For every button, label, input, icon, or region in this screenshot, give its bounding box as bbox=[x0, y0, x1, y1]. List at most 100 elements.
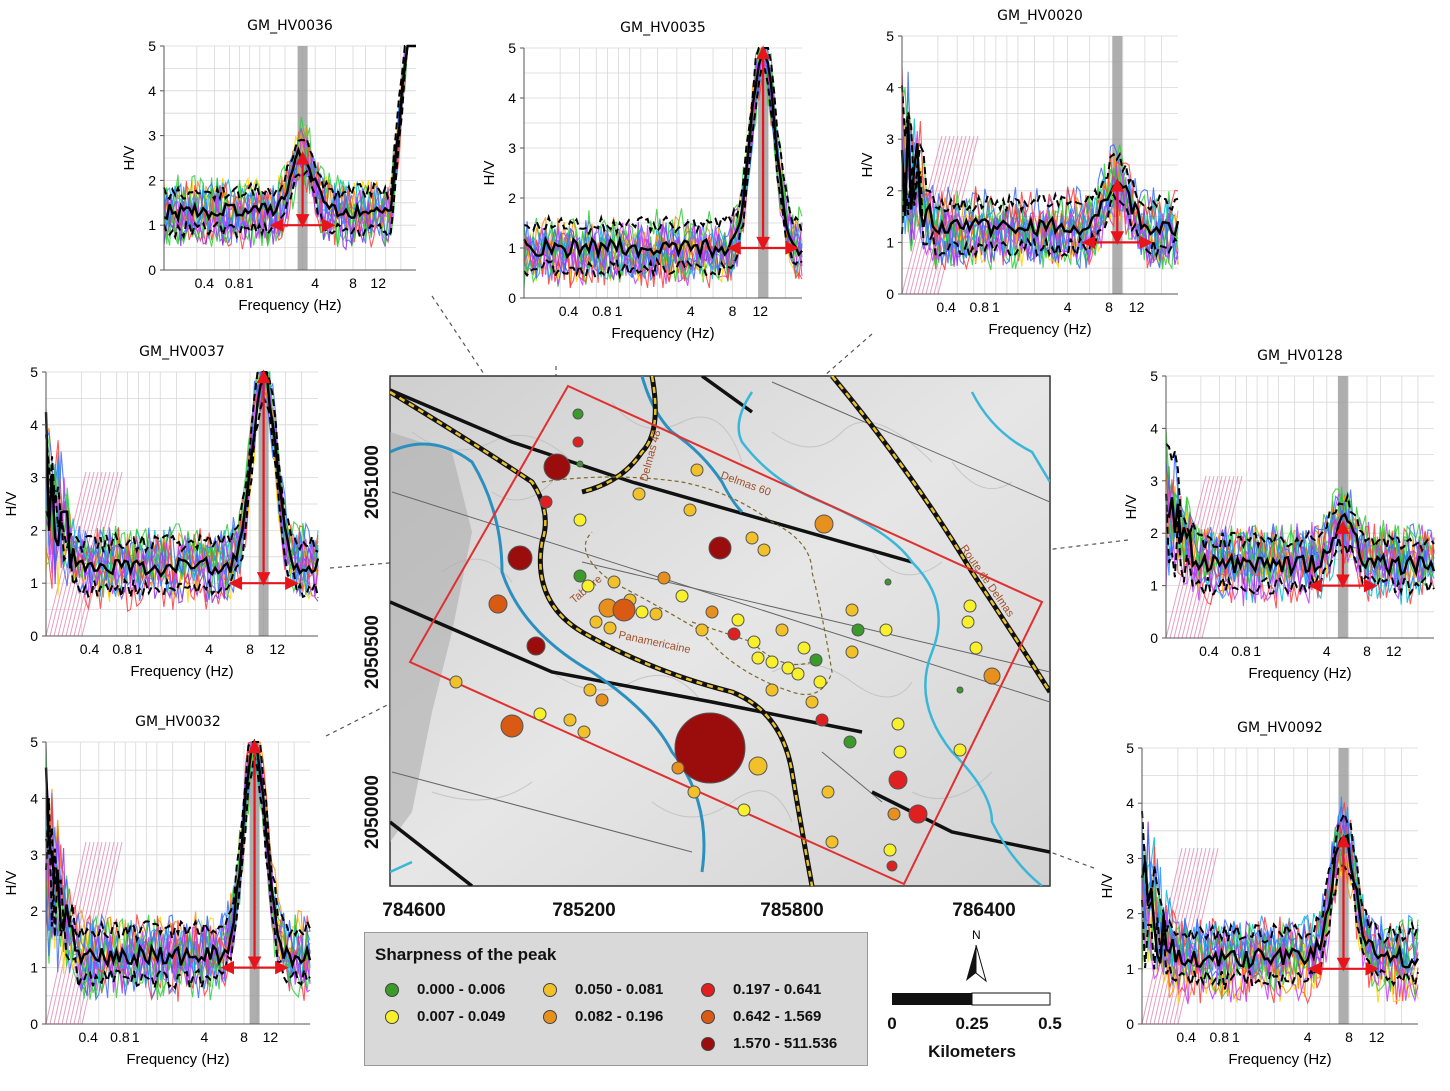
legend-item-3: 0.082 - 0.196 bbox=[543, 1008, 663, 1025]
peak-arrows bbox=[727, 45, 799, 255]
site-marker bbox=[612, 598, 636, 622]
xlabel: Frequency (Hz) bbox=[1248, 665, 1351, 682]
mean-curve bbox=[522, 53, 803, 260]
ytick-label: 5 bbox=[30, 364, 38, 380]
legend-label-1: 0.007 - 0.049 bbox=[417, 1008, 506, 1025]
ytick-label: 0 bbox=[508, 290, 516, 306]
peak-band bbox=[1112, 36, 1123, 294]
hv-panel-gm-hv0092: GM_HV0092 0 1 2 3 4 5 0.4 0.8 1 4 8 12 H/V Frequency (… bbox=[1096, 712, 1430, 1086]
site-marker bbox=[813, 675, 827, 689]
site-marker bbox=[765, 683, 779, 697]
site-marker bbox=[488, 594, 508, 614]
panel-title: GM_HV0032 bbox=[135, 714, 221, 730]
scale-segment-black bbox=[892, 993, 972, 1005]
site-map: Delmas 48 Delmas 60 Route de Delmas Taba… bbox=[352, 372, 1062, 922]
site-marker bbox=[748, 756, 768, 776]
legend-swatch-5 bbox=[701, 1010, 715, 1025]
scale-label-05: 0.5 bbox=[1038, 1014, 1062, 1033]
mean-curve bbox=[1165, 497, 1436, 578]
site-marker bbox=[573, 513, 587, 527]
ytick-label: 3 bbox=[148, 128, 156, 144]
ytick-label: 5 bbox=[148, 38, 156, 54]
site-marker bbox=[572, 408, 584, 420]
legend-item-4: 0.197 - 0.641 bbox=[701, 981, 821, 998]
xtick-label: 1 bbox=[1253, 643, 1261, 659]
ylabel: H/V bbox=[1099, 873, 1116, 898]
ylabel: H/V bbox=[859, 152, 876, 177]
xtick-label: 12 bbox=[370, 275, 386, 291]
site-marker bbox=[583, 683, 597, 697]
mean-curve bbox=[900, 120, 1180, 240]
ytick-label: 0 bbox=[30, 628, 38, 644]
site-marker bbox=[891, 717, 905, 731]
scale-unit: Kilometers bbox=[928, 1042, 1016, 1061]
ylabel: H/V bbox=[121, 145, 138, 170]
site-marker bbox=[963, 599, 977, 613]
xtick-label: 1 bbox=[1232, 1029, 1240, 1045]
site-marker bbox=[953, 743, 967, 757]
ytick-label: 4 bbox=[508, 90, 516, 106]
legend-label-4: 0.197 - 0.641 bbox=[733, 981, 822, 998]
xtick-label: 12 bbox=[1129, 299, 1145, 315]
std-curve-upper bbox=[1141, 811, 1419, 945]
peak-arrows bbox=[1307, 833, 1380, 976]
std-curve-lower bbox=[45, 394, 319, 599]
ytick-label: 3 bbox=[30, 847, 38, 863]
scale-bar: N 0 0.25 0.5 Kilometers bbox=[886, 925, 1086, 1065]
site-marker bbox=[887, 807, 901, 821]
ytick-label: 2 bbox=[508, 190, 516, 206]
site-marker bbox=[573, 569, 587, 583]
site-marker bbox=[845, 645, 859, 659]
legend-swatch-1 bbox=[385, 1010, 399, 1025]
peak-arrows bbox=[1308, 520, 1378, 593]
ytick-label: 0 bbox=[886, 286, 894, 302]
site-marker bbox=[751, 651, 765, 665]
legend-item-2: 0.050 - 0.081 bbox=[543, 981, 663, 998]
legend-item-5: 0.642 - 1.569 bbox=[701, 1008, 821, 1025]
peak-arrows bbox=[220, 739, 289, 975]
site-marker bbox=[815, 713, 829, 727]
xtick-label: 0.8 bbox=[225, 275, 245, 291]
site-marker bbox=[821, 785, 835, 799]
site-marker bbox=[843, 735, 857, 749]
panel-title: GM_HV0037 bbox=[139, 344, 225, 360]
major-faults bbox=[390, 376, 1050, 886]
site-marker bbox=[888, 770, 908, 790]
site-marker bbox=[657, 571, 671, 585]
site-marker bbox=[635, 605, 649, 619]
site-marker bbox=[809, 653, 823, 667]
xtick-label: 8 bbox=[1363, 643, 1371, 659]
mean-curve bbox=[1140, 833, 1420, 970]
site-marker bbox=[595, 693, 609, 707]
site-marker bbox=[747, 635, 761, 649]
mean-curve bbox=[44, 371, 320, 578]
ytick-label: 2 bbox=[30, 903, 38, 919]
site-marker bbox=[675, 589, 689, 603]
xtick-label: 4 bbox=[1064, 299, 1072, 315]
site-marker bbox=[879, 623, 893, 637]
ytick-label: 0 bbox=[30, 1016, 38, 1032]
ytick-label: 0 bbox=[1150, 630, 1158, 646]
ytick-label: 5 bbox=[30, 734, 38, 750]
xtick-label: 12 bbox=[269, 641, 285, 657]
legend-title: Sharpness of the peak bbox=[375, 945, 557, 964]
xtick-label: 8 bbox=[240, 1029, 248, 1045]
site-marker bbox=[539, 495, 553, 509]
xtick-label: 0.8 bbox=[112, 641, 132, 657]
site-marker bbox=[533, 707, 547, 721]
xtick-label: 12 bbox=[263, 1029, 279, 1045]
peak-arrows bbox=[269, 151, 336, 232]
std-curve-lower bbox=[523, 65, 803, 280]
site-marker bbox=[781, 661, 795, 675]
site-marker bbox=[581, 579, 595, 593]
ytick-label: 1 bbox=[508, 240, 516, 256]
site-marker bbox=[845, 603, 859, 617]
xtick-label: 0.8 bbox=[1231, 643, 1251, 659]
xtick-label: 0.8 bbox=[110, 1029, 130, 1045]
panel-title: GM_HV0020 bbox=[997, 8, 1083, 24]
